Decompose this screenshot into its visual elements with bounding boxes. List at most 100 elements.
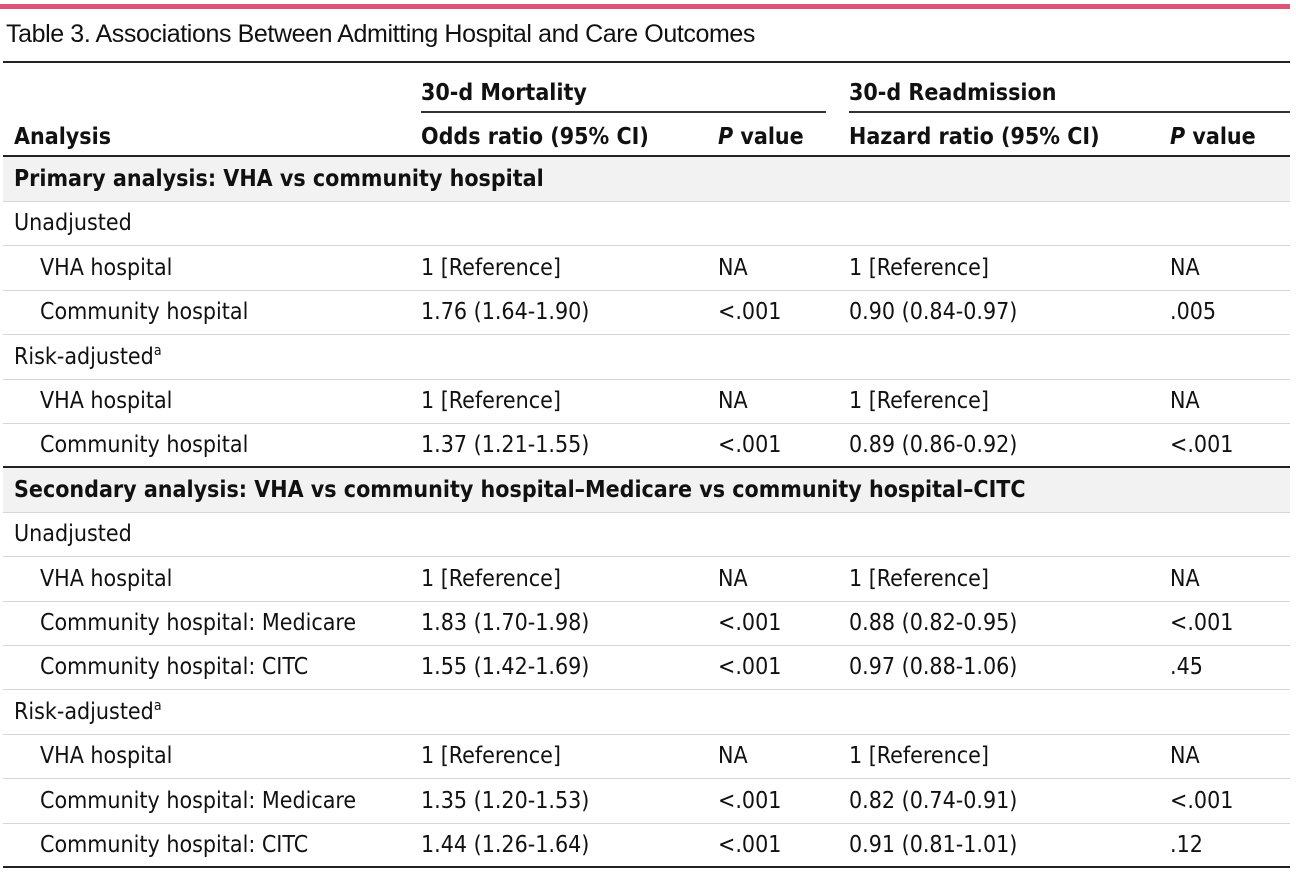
p-value-mortality-cell: <.001 — [718, 832, 782, 858]
row-label: VHA hospital — [40, 254, 173, 281]
odds-ratio-cell: 1 [Reference] — [421, 388, 561, 414]
column-header-p-value-readmission: P value — [1170, 122, 1256, 152]
row-divider — [3, 822, 1290, 824]
row-divider — [3, 245, 1290, 247]
row-label-text: Unadjusted — [14, 210, 132, 237]
row-divider — [3, 733, 1290, 735]
hazard-ratio-cell: 1 [Reference] — [849, 388, 989, 414]
table-row: VHA hospital 1 [Reference] NA 1 [Reference]… — [3, 379, 1290, 424]
row-divider — [3, 866, 1290, 868]
hazard-ratio-cell: 0.97 (0.88-1.06) — [849, 654, 1018, 681]
p-value-mortality-cell: NA — [718, 565, 748, 592]
table-row: Community hospital: CITC 1.55 (1.42-1.69)… — [3, 645, 1290, 691]
odds-ratio-cell: 1 [Reference] — [421, 254, 561, 281]
hazard-ratio-cell: 0.91 (0.81-1.01) — [849, 832, 1018, 858]
subsection-row: Unadjusted — [3, 512, 1290, 558]
odds-ratio-cell: 1.76 (1.64-1.90) — [421, 299, 590, 326]
p-value-readmission-cell: <.001 — [1170, 610, 1234, 636]
row-label: Unadjusted — [14, 512, 132, 556]
hazard-ratio-cell: 0.88 (0.82-0.95) — [849, 610, 1018, 636]
p-italic: P — [718, 124, 734, 150]
column-header-odds-ratio: Odds ratio (95% CI) — [421, 124, 649, 150]
row-divider — [3, 201, 1290, 202]
odds-ratio-cell: 1.37 (1.21-1.55) — [421, 432, 590, 459]
odds-ratio-cell: 1.55 (1.42-1.69) — [421, 654, 590, 681]
row-label: Unadjusted — [14, 201, 132, 245]
row-label: Community hospital — [40, 432, 249, 459]
table-row: Community hospital: CITC 1.44 (1.26-1.64)… — [3, 823, 1290, 868]
footnote-marker: a — [153, 697, 162, 714]
table-row: Community hospital: Medicare 1.83 (1.70-1… — [3, 601, 1290, 646]
row-label: Community hospital: CITC — [40, 832, 309, 858]
hazard-ratio-cell: 0.89 (0.86-0.92) — [849, 432, 1018, 459]
p-rest: value — [733, 124, 804, 150]
row-label: Secondary analysis: VHA vs community hos… — [14, 476, 1026, 503]
column-header-p-value-mortality: P value — [718, 122, 804, 152]
p-value-readmission-cell: NA — [1170, 565, 1200, 592]
row-divider — [3, 334, 1290, 336]
footnote-marker: a — [153, 342, 162, 359]
p-value-mortality-cell: <.001 — [718, 610, 782, 636]
row-label-text: Risk-adjusted — [14, 698, 154, 725]
row-divider — [3, 423, 1290, 424]
column-header-analysis: Analysis — [14, 124, 112, 150]
row-label: Primary analysis: VHA vs community hospi… — [14, 166, 544, 192]
row-label: Risk-adjusteda — [14, 335, 162, 379]
p-value-mortality-cell: <.001 — [718, 787, 782, 814]
table-row: VHA hospital 1 [Reference] NA 1 [Reference]… — [3, 734, 1290, 780]
row-label: Community hospital: Medicare — [40, 610, 357, 636]
odds-ratio-cell: 1.44 (1.26-1.64) — [421, 832, 590, 858]
row-divider — [3, 511, 1290, 513]
odds-ratio-cell: 1 [Reference] — [421, 565, 561, 592]
hazard-ratio-cell: 1 [Reference] — [849, 254, 989, 281]
group-header-readmission: 30-d Readmission — [849, 80, 1057, 106]
header-rule — [3, 155, 1290, 157]
column-header-hazard-ratio: Hazard ratio (95% CI) — [849, 124, 1100, 150]
row-divider — [3, 778, 1290, 780]
row-label: Community hospital: CITC — [40, 654, 309, 681]
hazard-ratio-cell: 1 [Reference] — [849, 565, 989, 592]
hazard-ratio-cell: 1 [Reference] — [849, 743, 989, 770]
top-rule — [3, 61, 1290, 63]
row-divider — [3, 556, 1290, 558]
row-divider — [3, 289, 1290, 291]
p-value-mortality-cell: <.001 — [718, 654, 782, 681]
row-label: VHA hospital — [40, 388, 173, 414]
p-value-readmission-cell: .45 — [1170, 654, 1203, 681]
group-header-mortality: 30-d Mortality — [421, 80, 587, 106]
row-label-text: Risk-adjusted — [14, 343, 154, 370]
table-row: Community hospital: Medicare 1.35 (1.20-1… — [3, 779, 1290, 824]
row-divider — [3, 645, 1290, 646]
p-value-mortality-cell: NA — [718, 388, 748, 414]
row-label: Risk-adjusteda — [14, 690, 162, 734]
subsection-row: Risk-adjusteda — [3, 335, 1290, 380]
section-row: Secondary analysis: VHA vs community hos… — [3, 467, 1290, 513]
p-value-readmission-cell: <.001 — [1170, 432, 1234, 459]
group-underline-readmission — [849, 111, 1290, 113]
subsection-row: Unadjusted — [3, 201, 1290, 247]
p-value-mortality-cell: <.001 — [718, 432, 782, 459]
p-value-readmission-cell: NA — [1170, 388, 1200, 414]
p-value-mortality-cell: NA — [718, 743, 748, 770]
row-divider — [3, 466, 1290, 469]
accent-bar — [0, 4, 1290, 9]
p-italic: P — [1170, 124, 1186, 150]
p-rest: value — [1185, 124, 1256, 150]
table-row: VHA hospital 1 [Reference] NA 1 [Reference]… — [3, 557, 1290, 602]
p-value-readmission-cell: NA — [1170, 254, 1200, 281]
row-label-text: Unadjusted — [14, 521, 132, 548]
row-divider — [3, 600, 1290, 602]
odds-ratio-cell: 1.35 (1.20-1.53) — [421, 787, 590, 814]
table-row: Community hospital 1.76 (1.64-1.90) <.001 0… — [3, 290, 1290, 336]
hazard-ratio-cell: 0.82 (0.74-0.91) — [849, 787, 1018, 814]
p-value-readmission-cell: .005 — [1170, 299, 1217, 326]
table-row: Community hospital 1.37 (1.21-1.55) <.001 0… — [3, 423, 1290, 469]
row-divider — [3, 378, 1290, 380]
table-title: Table 3. Associations Between Admitting … — [6, 20, 756, 48]
subsection-row: Risk-adjusteda — [3, 690, 1290, 735]
p-value-readmission-cell: <.001 — [1170, 787, 1234, 814]
row-label: Community hospital: Medicare — [40, 787, 357, 814]
row-label: VHA hospital — [40, 743, 173, 770]
section-row: Primary analysis: VHA vs community hospi… — [3, 157, 1290, 202]
p-value-readmission-cell: .12 — [1170, 832, 1203, 858]
